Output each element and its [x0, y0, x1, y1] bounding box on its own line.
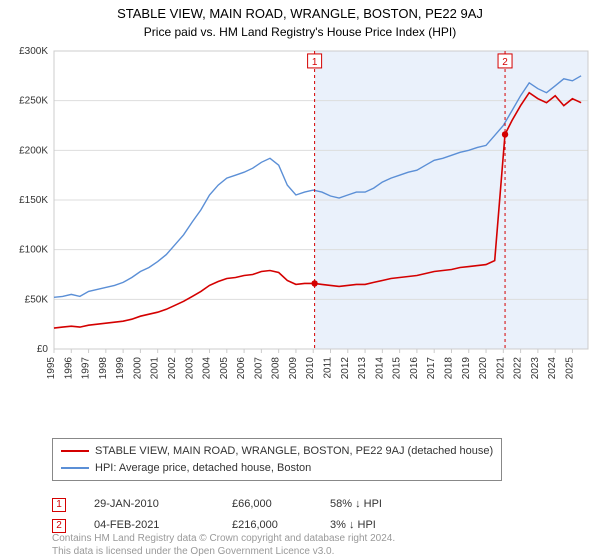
legend-item: HPI: Average price, detached house, Bost… [61, 460, 493, 477]
x-axis-label: 2001 [150, 356, 161, 379]
x-axis-label: 1999 [115, 356, 126, 379]
chart-container: STABLE VIEW, MAIN ROAD, WRANGLE, BOSTON,… [0, 0, 600, 560]
chart-area: £0 £50K £100K £150K £200K £250K £300K 1995 1996 1… [10, 43, 590, 413]
x-axis-label: 2009 [288, 356, 299, 379]
x-axis-label: 2025 [564, 356, 575, 379]
callout-price: £66,000 [232, 494, 302, 515]
footer-line: Contains HM Land Registry data © Crown c… [52, 533, 395, 546]
y-axis-label: £100K [19, 245, 48, 256]
x-axis-label: 1998 [98, 356, 109, 379]
x-axis-label: 2012 [340, 356, 351, 379]
marker-dot [502, 131, 508, 137]
legend-swatch [61, 467, 89, 469]
callout-marker: 2 [52, 519, 66, 533]
chart-title: STABLE VIEW, MAIN ROAD, WRANGLE, BOSTON,… [0, 0, 600, 23]
line-chart: £0 £50K £100K £150K £200K £250K £300K 1995 1996 1… [10, 43, 590, 413]
chart-subtitle: Price paid vs. HM Land Registry's House … [0, 23, 600, 43]
marker-dot [311, 280, 317, 286]
y-axis-label: £50K [25, 294, 49, 305]
x-axis-label: 2008 [271, 356, 282, 379]
callout-marker: 1 [52, 498, 66, 512]
marker-label: 1 [312, 57, 318, 68]
callout-row: 1 29-JAN-2010 £66,000 58% ↓ HPI [52, 494, 420, 515]
legend-label: HPI: Average price, detached house, Bost… [95, 460, 311, 477]
x-axis-label: 2020 [478, 356, 489, 379]
x-axis-label: 2006 [236, 356, 247, 379]
footer-attribution: Contains HM Land Registry data © Crown c… [52, 533, 395, 558]
y-axis-label: £300K [19, 46, 48, 57]
y-axis-label: £200K [19, 145, 48, 156]
x-axis-label: 2005 [219, 356, 230, 379]
x-axis-label: 2004 [202, 356, 213, 379]
marker-label: 2 [502, 57, 508, 68]
legend-item: STABLE VIEW, MAIN ROAD, WRANGLE, BOSTON,… [61, 443, 493, 460]
x-axis-label: 2010 [305, 356, 316, 379]
y-axis-label: £250K [19, 96, 48, 107]
legend-swatch [61, 450, 89, 452]
callouts: 129-JAN-2010£66,00058% ↓ HPI204-FEB-2021… [52, 494, 420, 536]
legend: STABLE VIEW, MAIN ROAD, WRANGLE, BOSTON,… [52, 438, 502, 481]
x-axis-label: 2023 [530, 356, 541, 379]
x-axis-label: 2016 [409, 356, 420, 379]
x-axis-label: 2002 [167, 356, 178, 379]
x-axis-label: 1996 [63, 356, 74, 379]
callout-diff: 58% ↓ HPI [330, 494, 420, 515]
x-axis-label: 2003 [184, 356, 195, 379]
x-axis-label: 2019 [461, 356, 472, 379]
x-axis-label: 2014 [374, 356, 385, 379]
x-axis-label: 2015 [392, 356, 403, 379]
x-axis-label: 1995 [46, 356, 57, 379]
legend-label: STABLE VIEW, MAIN ROAD, WRANGLE, BOSTON,… [95, 443, 493, 460]
x-axis-label: 2000 [132, 356, 143, 379]
y-axis-label: £0 [37, 344, 49, 355]
x-axis-label: 2021 [495, 356, 506, 379]
x-axis-label: 2017 [426, 356, 437, 379]
x-axis-label: 2024 [547, 356, 558, 379]
footer-line: This data is licensed under the Open Gov… [52, 546, 395, 559]
x-axis-label: 1997 [81, 356, 92, 379]
x-axis-label: 2007 [253, 356, 264, 379]
callout-date: 29-JAN-2010 [94, 494, 204, 515]
x-axis-label: 2011 [323, 356, 334, 378]
x-axis-label: 2013 [357, 356, 368, 379]
x-axis-label: 2018 [443, 356, 454, 379]
x-axis-label: 2022 [513, 356, 524, 379]
y-axis-label: £150K [19, 195, 48, 206]
